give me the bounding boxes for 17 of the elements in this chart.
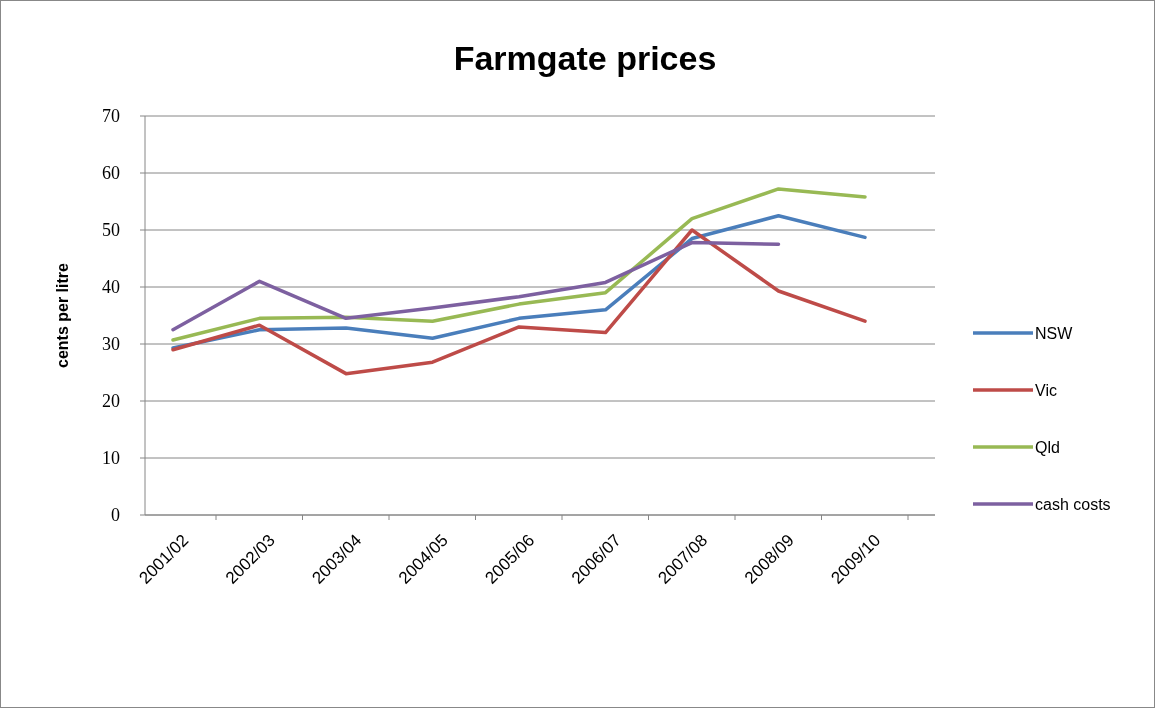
legend-label: cash costs [1035, 495, 1111, 513]
y-tick-label: 20 [102, 391, 120, 412]
chart-title: Farmgate prices [453, 39, 717, 77]
legend-label: Qld [1035, 438, 1060, 456]
line-series [171, 187, 867, 342]
legend-label: NSW [1035, 324, 1074, 342]
y-tick-label: 10 [102, 448, 120, 469]
y-tick-label: 40 [102, 277, 120, 298]
y-tick-label: 0 [111, 505, 120, 526]
line-series [171, 240, 781, 332]
line-series [171, 228, 867, 376]
y-axis-title: cents per litre [54, 262, 71, 368]
y-tick-label: 30 [102, 334, 120, 355]
y-tick-label: 60 [102, 163, 120, 184]
y-tick-label: 70 [102, 106, 120, 127]
y-tick-label: 50 [102, 220, 120, 241]
legend-label: Vic [1035, 381, 1057, 399]
